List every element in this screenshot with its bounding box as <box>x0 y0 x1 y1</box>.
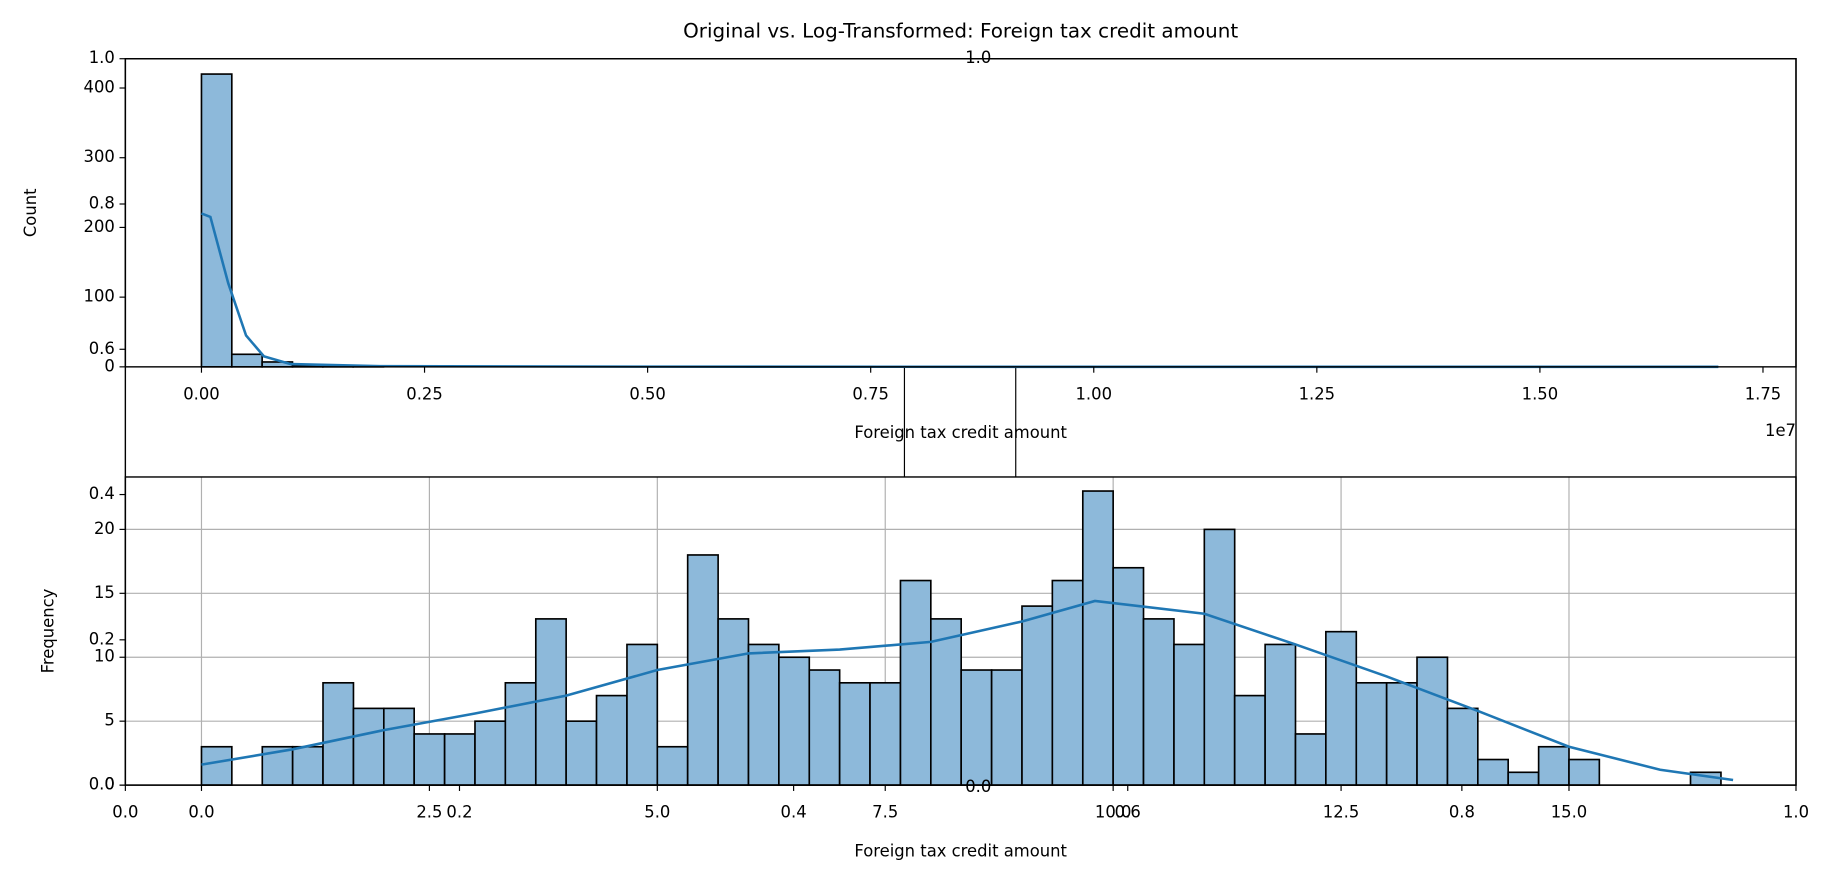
bar <box>1385 681 1418 786</box>
y-tick-label: 5 <box>104 711 114 730</box>
x-tick-label: 2.5 <box>416 803 442 822</box>
y-tick-label: 20 <box>94 519 115 538</box>
bar <box>291 745 324 786</box>
bar <box>230 353 263 368</box>
y-tick-label: 0 <box>104 356 114 375</box>
chart-title: Original vs. Log-Transformed: Foreign ta… <box>683 19 1238 42</box>
y-tick-label: 10 <box>94 647 115 666</box>
bar <box>1112 566 1145 786</box>
bar <box>778 656 811 786</box>
bar <box>504 681 537 786</box>
x-tick-label: 15.0 <box>1551 803 1588 822</box>
x-tick-label: 0.8 <box>1449 803 1475 822</box>
bar <box>200 73 233 368</box>
y-tick-label: 100 <box>84 287 115 306</box>
bar <box>1264 643 1297 786</box>
x-tick-label: 0.0 <box>188 803 214 822</box>
x-tick-label: 0.50 <box>629 384 666 403</box>
x-tick-label: 0.4 <box>781 803 807 822</box>
bar <box>686 554 719 786</box>
x-axis-label: Foreign tax credit amount <box>854 841 1067 860</box>
bar <box>1355 681 1388 786</box>
bar <box>1203 528 1236 786</box>
bar <box>929 618 962 786</box>
x-tick-label: 1.50 <box>1522 384 1559 403</box>
bar <box>322 681 355 786</box>
bar <box>534 618 567 786</box>
bar <box>1507 771 1540 786</box>
axes-frame <box>124 58 1797 786</box>
bar <box>869 681 902 786</box>
x-tick-label: 0.2 <box>446 803 472 822</box>
bar <box>474 720 507 786</box>
y-axis-label: Frequency <box>39 588 58 673</box>
x-tick-label: 1.0 <box>1783 803 1809 822</box>
bar <box>990 669 1023 786</box>
y-tick-label: 0.0 <box>89 775 115 794</box>
x-tick-label: 1.00 <box>1076 384 1113 403</box>
y-tick-label: 0.4 <box>89 484 115 503</box>
bar <box>443 733 476 786</box>
x-tick-label: 1.25 <box>1299 384 1336 403</box>
bar <box>1446 707 1479 786</box>
bar <box>1021 605 1054 786</box>
x-tick-label: 10.0 <box>1095 803 1132 822</box>
bar <box>1568 758 1601 786</box>
bar <box>382 707 415 786</box>
bar <box>1081 490 1114 786</box>
bar <box>656 745 689 786</box>
y-tick-label: 0.8 <box>89 194 115 213</box>
bar <box>747 643 780 786</box>
x-tick-label: 0.0 <box>112 803 138 822</box>
bar <box>1173 643 1206 786</box>
y-tick-label: 0.2 <box>89 629 115 648</box>
y-tick-label: 200 <box>84 217 115 236</box>
offset-text: 1e7 <box>1765 421 1796 440</box>
y-tick-label: 15 <box>94 583 115 602</box>
y-tick-label: 0 <box>104 775 114 794</box>
bar <box>565 720 598 786</box>
x-tick-label: 7.5 <box>872 803 898 822</box>
bar <box>1294 733 1327 786</box>
bar <box>626 643 659 786</box>
y-tick-label: 300 <box>84 147 115 166</box>
y-tick-label: 0.6 <box>89 339 115 358</box>
bar <box>960 669 993 786</box>
bar <box>1142 618 1175 786</box>
annotation: 0.0 <box>965 777 991 796</box>
bar <box>1233 694 1266 786</box>
bar <box>200 745 233 786</box>
y-tick-label: 1.0 <box>89 48 115 67</box>
x-tick-label: 0.6 <box>1115 803 1141 822</box>
bar <box>1416 656 1449 786</box>
x-tick-label: 0.25 <box>406 384 443 403</box>
bar <box>808 669 841 786</box>
x-tick-label: 12.5 <box>1323 803 1360 822</box>
bar <box>899 579 932 786</box>
x-tick-label: 0.75 <box>852 384 889 403</box>
x-axis-label: Foreign tax credit amount <box>854 423 1067 442</box>
bar <box>1325 630 1358 786</box>
y-tick-label: 400 <box>84 78 115 97</box>
bar <box>838 681 871 786</box>
x-tick-label: 1.75 <box>1745 384 1782 403</box>
bar <box>1477 758 1510 786</box>
annotation: 1.0 <box>965 48 991 67</box>
x-tick-label: 5.0 <box>644 803 670 822</box>
bar <box>1537 745 1570 786</box>
bar <box>717 618 750 786</box>
bar <box>352 707 385 786</box>
kde-line <box>201 599 1734 782</box>
bar <box>413 733 446 786</box>
bar <box>595 694 628 786</box>
x-tick-label: 0.00 <box>183 384 220 403</box>
y-axis-label: Count <box>21 188 40 237</box>
